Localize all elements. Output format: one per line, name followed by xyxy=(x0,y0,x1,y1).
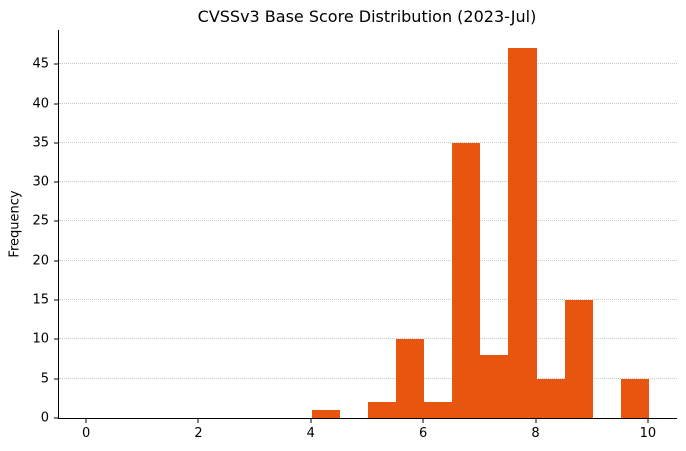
gridline xyxy=(59,181,677,183)
histogram-bar xyxy=(508,48,537,418)
gridline xyxy=(59,299,677,301)
gridline xyxy=(59,63,677,65)
gridline xyxy=(59,102,677,104)
x-tick-mark xyxy=(422,419,424,423)
histogram-bar xyxy=(424,402,453,418)
x-tick-mark xyxy=(197,419,199,423)
x-tick-mark xyxy=(85,419,87,423)
plot-area xyxy=(58,30,677,419)
y-tick-label: 45 xyxy=(32,56,49,72)
histogram-bar xyxy=(536,378,565,418)
y-tick-mark xyxy=(54,103,58,104)
gridline xyxy=(59,220,677,222)
histogram-bar xyxy=(620,378,649,418)
histogram-bar xyxy=(311,410,340,418)
y-tick-mark xyxy=(54,378,58,380)
y-tick-label: 10 xyxy=(32,331,49,347)
gridline xyxy=(59,338,677,340)
y-tick-mark xyxy=(54,260,58,262)
gridline xyxy=(59,377,677,379)
gridline xyxy=(59,259,677,261)
histogram-bar xyxy=(480,355,509,418)
y-tick-label: 20 xyxy=(32,253,49,269)
x-tick-label: 2 xyxy=(194,426,203,441)
x-tick-mark xyxy=(647,419,649,423)
x-tick-label: 10 xyxy=(639,426,657,441)
y-tick-label: 0 xyxy=(40,410,49,426)
x-tick-label: 6 xyxy=(419,426,428,441)
x-tick-label: 8 xyxy=(531,426,540,441)
y-tick-mark xyxy=(54,299,58,301)
y-tick-mark xyxy=(54,142,58,144)
histogram-bar xyxy=(368,402,397,418)
y-tick-mark xyxy=(54,220,58,222)
y-tick-mark xyxy=(54,338,58,340)
histogram-bar xyxy=(396,339,425,418)
y-tick-label: 35 xyxy=(32,135,49,151)
y-axis-ticks: 0 5 10 15 20 25 30 35 40 45 xyxy=(0,30,58,426)
x-tick-label: 4 xyxy=(306,426,315,441)
y-tick-label: 40 xyxy=(32,96,49,111)
y-tick-label: 15 xyxy=(32,292,49,308)
x-tick-mark xyxy=(310,419,312,423)
x-tick-label: 0 xyxy=(81,426,91,441)
y-tick-mark xyxy=(54,63,58,65)
histogram-bar xyxy=(564,300,593,418)
y-tick-mark xyxy=(54,417,58,419)
y-tick-mark xyxy=(54,181,58,183)
gridline xyxy=(59,141,677,143)
y-tick-label: 5 xyxy=(40,371,49,387)
y-tick-label: 25 xyxy=(32,213,49,229)
x-tick-mark xyxy=(535,419,537,423)
y-tick-label: 30 xyxy=(32,174,49,190)
x-axis-ticks: 0 2 4 6 8 10 xyxy=(58,419,676,445)
histogram-bar xyxy=(452,142,481,418)
chart-title: CVSSv3 Base Score Distribution (2023-Jul… xyxy=(197,7,537,26)
